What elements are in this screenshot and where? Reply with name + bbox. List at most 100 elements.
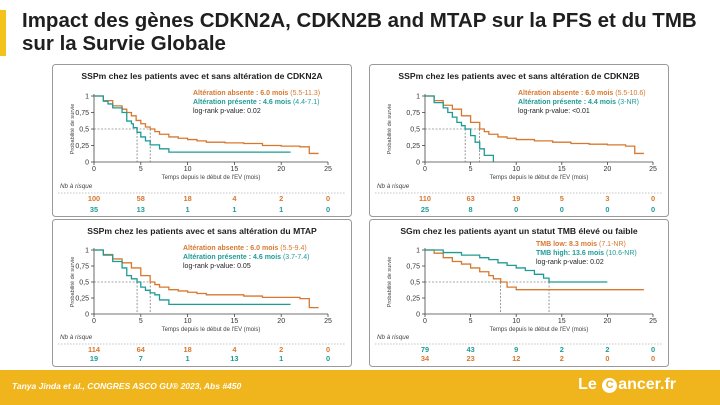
risk-table-cell: 25 <box>421 205 429 214</box>
x-tick-label: 0 <box>423 166 427 173</box>
x-tick-label: 15 <box>558 166 566 173</box>
risk-table-cell: 0 <box>326 194 330 203</box>
risk-table-cell: 0 <box>605 354 609 363</box>
x-axis-label: Temps depuis le début de l'EV (mois) <box>162 175 261 181</box>
annotation-3: log-rank p-value: 0.02 <box>193 108 261 115</box>
annotation-2: TMB high: 13.6 mois (10.6-NR) <box>536 250 637 257</box>
risk-table-cell: 0 <box>651 354 655 363</box>
risk-table-cell: 0 <box>605 205 609 214</box>
annotation-2: Altération présente : 4.6 mois (3.7-7.4) <box>183 254 309 261</box>
risk-table-cell: 1 <box>279 205 283 214</box>
annotation-label: Altération présente : 4.6 mois <box>183 254 281 261</box>
risk-table-cell: 2 <box>605 345 609 354</box>
annotation-ci: (10.6-NR) <box>604 250 637 257</box>
x-tick-label: 10 <box>512 318 520 325</box>
y-tick-label: 1 <box>85 94 89 101</box>
x-tick-label: 20 <box>604 166 612 173</box>
x-tick-label: 5 <box>139 318 143 325</box>
risk-table-cell: 12 <box>512 354 520 363</box>
risk-table-cell: 13 <box>137 205 145 214</box>
risk-table-cell: 1 <box>186 205 190 214</box>
x-tick-label: 20 <box>277 318 285 325</box>
annotation-1: Altération absente : 6.0 mois (5.5-9.4) <box>183 245 307 252</box>
risk-table-cell: 4 <box>232 194 237 203</box>
risk-table-cell: 34 <box>421 354 430 363</box>
annotation-label: Altération présente : 4.4 mois <box>518 99 616 106</box>
x-tick-label: 15 <box>231 166 239 173</box>
risk-table-cell: 110 <box>419 194 431 203</box>
risk-table-cell: 3 <box>605 194 609 203</box>
x-tick-label: 5 <box>139 166 143 173</box>
y-tick-label: 0,5 <box>410 127 420 134</box>
annotation-1: Altération absente : 6.0 mois (5.5-10.6) <box>518 90 646 97</box>
risk-table-cell: 0 <box>326 345 330 354</box>
annotation-ci: (4.4-7.1) <box>291 99 319 106</box>
annotation-label: log-rank p-value: <0.01 <box>518 108 590 115</box>
x-tick-label: 10 <box>184 166 192 173</box>
x-tick-label: 20 <box>277 166 285 173</box>
risk-table-cell: 18 <box>183 194 191 203</box>
x-tick-label: 0 <box>92 166 96 173</box>
x-tick-label: 25 <box>649 166 657 173</box>
x-tick-label: 5 <box>469 166 473 173</box>
annotation-label: TMB low: 8.3 mois <box>536 241 597 248</box>
annotation-ci: (7.1-NR) <box>597 241 626 248</box>
annotation-label: Altération absente : 6.0 mois <box>193 90 288 97</box>
annotation-ci: (5.5-9.4) <box>278 245 306 252</box>
risk-table-cell: 18 <box>183 345 191 354</box>
y-tick-label: 0,5 <box>79 127 89 134</box>
panel-frame <box>369 219 669 367</box>
y-tick-label: 0,5 <box>410 280 420 287</box>
chart-title: SSPm chez les patients avec et sans alté… <box>398 71 639 81</box>
y-tick-label: 1 <box>416 248 420 255</box>
y-tick-label: 1 <box>85 248 89 255</box>
km-chart-cdkn2b: SSPm chez les patients avec et sans alté… <box>369 64 669 217</box>
risk-table-label: Nb à risque <box>60 183 93 190</box>
annotation-3: log-rank p-value: <0.01 <box>518 108 590 115</box>
y-tick-label: 0 <box>416 160 420 167</box>
risk-table-cell: 58 <box>137 194 145 203</box>
risk-table-cell: 2 <box>560 354 564 363</box>
y-axis-label: Probabilité de survie <box>70 257 76 308</box>
slide-title: Impact des gènes CDKN2A, CDKN2B and MTAP… <box>22 9 697 55</box>
risk-table-cell: 43 <box>466 345 474 354</box>
risk-table-cell: 8 <box>469 205 473 214</box>
annotation-ci: (5.5-10.6) <box>613 90 645 97</box>
x-tick-label: 25 <box>649 318 657 325</box>
risk-table-cell: 0 <box>651 345 655 354</box>
survival-curve-1 <box>94 95 319 155</box>
y-tick-label: 0,25 <box>406 143 420 150</box>
y-tick-label: 0 <box>85 160 89 167</box>
x-tick-label: 0 <box>423 318 427 325</box>
panel-frame <box>369 64 669 217</box>
annotation-label: log-rank p-value: 0.05 <box>183 263 251 270</box>
x-tick-label: 15 <box>231 318 239 325</box>
risk-table-cell: 1 <box>279 354 283 363</box>
risk-table-cell: 0 <box>560 205 564 214</box>
x-tick-label: 10 <box>512 166 520 173</box>
risk-table-cell: 4 <box>232 345 237 354</box>
risk-table-cell: 9 <box>514 345 518 354</box>
annotation-ci: (5.5-11.3) <box>288 90 320 97</box>
annotation-label: Altération absente : 6.0 mois <box>183 245 278 252</box>
x-tick-label: 0 <box>92 318 96 325</box>
x-axis-label: Temps depuis le début de l'EV (mois) <box>490 327 589 333</box>
risk-table-cell: 23 <box>466 354 474 363</box>
chart-title: SSPm chez les patients avec et sans alté… <box>87 226 317 236</box>
risk-table-cell: 64 <box>137 345 146 354</box>
risk-table-cell: 2 <box>560 345 564 354</box>
risk-table-label: Nb à risque <box>60 334 93 341</box>
y-tick-label: 0 <box>416 312 420 319</box>
x-tick-label: 10 <box>184 318 192 325</box>
x-tick-label: 5 <box>469 318 473 325</box>
survival-curve-2 <box>425 249 608 283</box>
annotation-label: Altération présente : 4.6 mois <box>193 99 291 106</box>
annotation-ci: (3.7-7.4) <box>281 254 309 261</box>
annotation-label: log-rank p-value: 0.02 <box>193 108 261 115</box>
risk-table-cell: 2 <box>279 194 283 203</box>
x-tick-label: 15 <box>558 318 566 325</box>
risk-table-cell: 19 <box>512 194 520 203</box>
annotation-3: log-rank p-value: 0.05 <box>183 263 251 270</box>
risk-table-label: Nb à risque <box>377 334 410 341</box>
